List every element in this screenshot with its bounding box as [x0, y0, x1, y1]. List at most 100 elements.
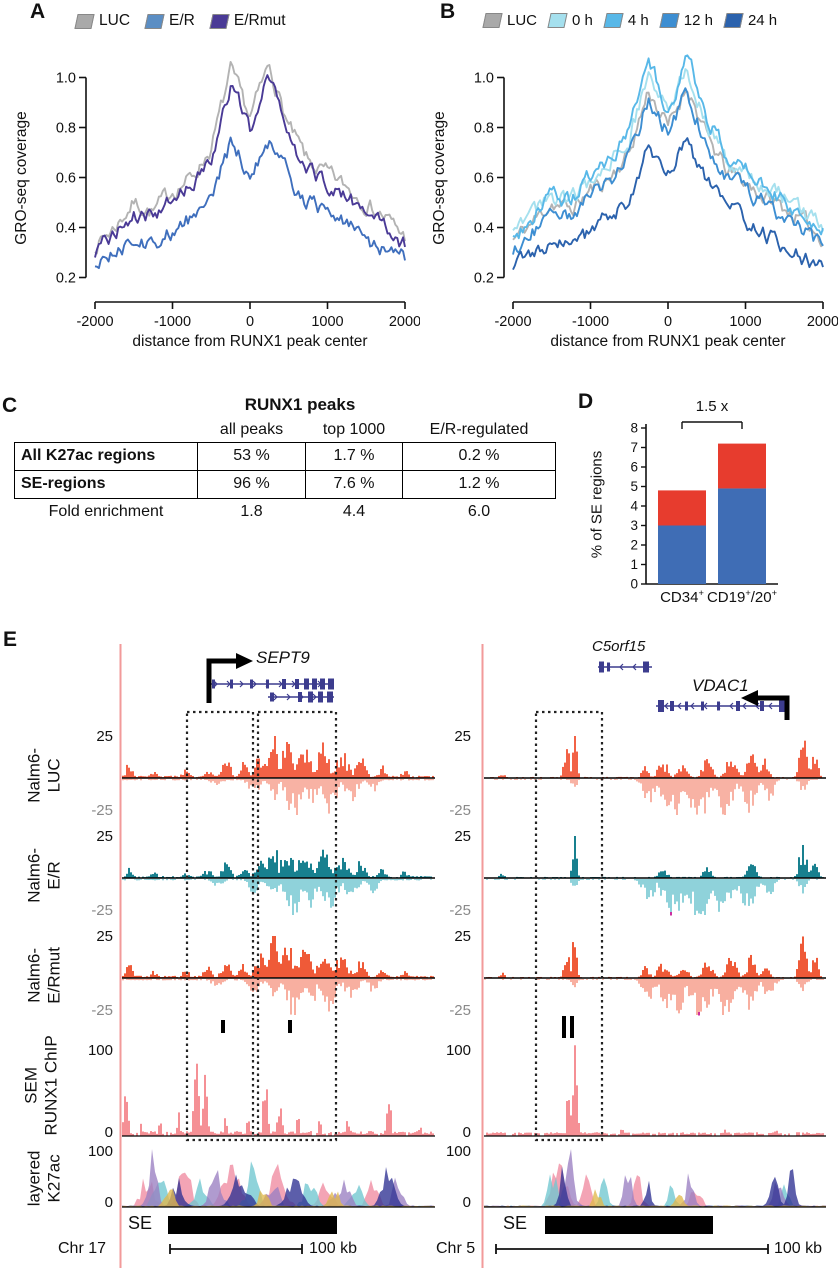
- track-2-right-neg-scale: -25: [449, 1002, 471, 1019]
- svg-text:0.8: 0.8: [474, 121, 494, 137]
- track-0-right-pos-scale: 25: [454, 728, 471, 745]
- panel-b-ylabel: GRO-seq coverage: [431, 111, 448, 245]
- track-2-left-neg-scale: -25: [91, 1002, 113, 1019]
- runx1-peaks-table: all peaks top 1000 E/R-regulated All K27…: [14, 418, 556, 526]
- cell: 4.4: [342, 503, 366, 521]
- cell: 1.8: [240, 503, 263, 521]
- track-2-left-pos-scale: 25: [96, 928, 113, 945]
- gene-label-c5orf15: C5orf15: [592, 638, 646, 655]
- svg-text:5: 5: [630, 479, 638, 494]
- legend-label: LUC: [507, 12, 538, 29]
- table-row: All K27ac regions 53 % 1.7 % 0.2 %: [14, 441, 556, 471]
- legend-item-24h: 24 h: [723, 12, 778, 29]
- panel-a-legend: LUC E/R E/Rmut: [74, 12, 302, 30]
- svg-text:7: 7: [630, 440, 638, 455]
- scale-label-right: 100 kb: [774, 1240, 823, 1257]
- svg-text:1: 1: [630, 557, 638, 572]
- cell: 1.2 %: [402, 469, 556, 499]
- svg-text:6: 6: [630, 460, 638, 475]
- svg-text:1000: 1000: [311, 314, 343, 330]
- panel-a-xlabel: distance from RUNX1 peak center: [132, 333, 368, 350]
- row-label: SE-regions: [14, 469, 198, 499]
- track-2-right-pos-scale: 25: [454, 928, 471, 945]
- scale-label-left: 100 kb: [309, 1240, 358, 1257]
- svg-text:-2000: -2000: [494, 314, 531, 330]
- track-label-nalm6-ermut: Nalm6- E/Rmut: [24, 947, 64, 1004]
- table-row: Fold enrichment 1.8 4.4 6.0: [15, 498, 556, 526]
- panel-d-annotation: 1.5 x: [695, 398, 729, 415]
- panel-a-ylabel: GRO-seq coverage: [13, 111, 30, 245]
- svg-text:2: 2: [630, 538, 638, 553]
- chip-right-top-scale: 100: [445, 1042, 471, 1059]
- legend-item-0h: 0 h: [547, 12, 593, 29]
- panel-b-chart: 0.2 0.4 0.6 0.8 1.0 -2000 -1000 0 1000 2000: [474, 54, 838, 330]
- svg-text:0.6: 0.6: [56, 171, 76, 187]
- chip-right-bottom-scale: 0: [462, 1124, 471, 1141]
- svg-text:0.2: 0.2: [474, 271, 494, 287]
- k27ac-right-bottom-scale: 0: [462, 1194, 471, 1211]
- legend-label: 24 h: [747, 12, 778, 29]
- table-row: SE-regions 96 % 7.6 % 1.2 %: [14, 469, 556, 499]
- svg-text:0.2: 0.2: [56, 271, 76, 287]
- svg-text:0.8: 0.8: [56, 121, 76, 137]
- col-header-top-1000: top 1000: [322, 420, 386, 438]
- row-label: Fold enrichment: [48, 503, 164, 521]
- track-1-left-neg-scale: -25: [91, 902, 113, 919]
- svg-text:0: 0: [246, 314, 254, 330]
- legend-item-12h: 12 h: [659, 12, 713, 29]
- track-1-right-neg-scale: -25: [449, 902, 471, 919]
- k27ac-right-top-scale: 100: [445, 1143, 471, 1160]
- chip-left-top-scale: 100: [87, 1042, 113, 1059]
- col-header-er-regulated: E/R-regulated: [429, 420, 529, 438]
- svg-text:1000: 1000: [729, 314, 761, 330]
- k27ac-left-bottom-scale: 0: [104, 1194, 113, 1211]
- panel-e-label: E: [3, 628, 18, 651]
- panel-a-chart: 0.2 0.4 0.6 0.8 1.0 -2000 -1000 0 1000 2000: [56, 60, 420, 330]
- legend-item-ermut: E/Rmut: [209, 12, 286, 30]
- chr-label-left: Chr 17: [58, 1240, 107, 1257]
- gene-label-vdac1: VDAC1: [692, 676, 749, 695]
- svg-text:2000: 2000: [807, 314, 838, 330]
- legend-item-luc: LUC: [74, 12, 130, 30]
- panel-b-label: B: [440, 0, 456, 23]
- svg-text:-1000: -1000: [572, 314, 609, 330]
- svg-text:0.6: 0.6: [474, 171, 494, 187]
- col-header-all-peaks: all peaks: [219, 420, 284, 438]
- panel-d-category-cd34: CD34+: [660, 588, 704, 606]
- svg-text:-1000: -1000: [154, 314, 191, 330]
- svg-text:3: 3: [630, 518, 638, 533]
- se-label-left: SE: [128, 1213, 153, 1233]
- svg-text:8: 8: [630, 421, 638, 436]
- panel-d-chart: 0 1 2 3 4 5 6 7 8: [630, 421, 778, 592]
- panel-d-ylabel: % of SE regions: [588, 450, 606, 559]
- panel-d-category-cd19-20: CD19+/20+: [706, 588, 778, 606]
- svg-text:0.4: 0.4: [56, 221, 76, 237]
- panel-a-label: A: [30, 0, 46, 23]
- panel-c-title: RUNX1 peaks: [244, 395, 356, 414]
- svg-text:4: 4: [630, 499, 638, 514]
- legend-label: E/Rmut: [233, 12, 286, 29]
- cell: 7.6 %: [305, 469, 403, 499]
- row-label: All K27ac regions: [14, 441, 198, 471]
- svg-text:0: 0: [630, 577, 638, 592]
- track-1-left-pos-scale: 25: [96, 828, 113, 845]
- svg-text:0: 0: [664, 314, 672, 330]
- cell: 53 %: [197, 441, 306, 471]
- panel-b-legend: LUC 0 h 4 h 12 h 24 h: [482, 12, 789, 29]
- legend-label: 0 h: [572, 12, 593, 29]
- track-0-right-neg-scale: -25: [449, 802, 471, 819]
- svg-text:2000: 2000: [389, 314, 420, 330]
- chip-left-bottom-scale: 0: [104, 1124, 113, 1141]
- cell: 1.7 %: [305, 441, 403, 471]
- panel-d-label: D: [578, 390, 594, 413]
- panel-c-label: C: [2, 394, 18, 417]
- svg-text:0.4: 0.4: [474, 221, 494, 237]
- svg-text:1.0: 1.0: [474, 71, 494, 87]
- svg-text:-2000: -2000: [76, 314, 113, 330]
- legend-item-4h: 4 h: [603, 12, 649, 29]
- track-1-right-pos-scale: 25: [454, 828, 471, 845]
- legend-label: E/R: [169, 12, 195, 29]
- gene-label-sept9: SEPT9: [256, 648, 310, 667]
